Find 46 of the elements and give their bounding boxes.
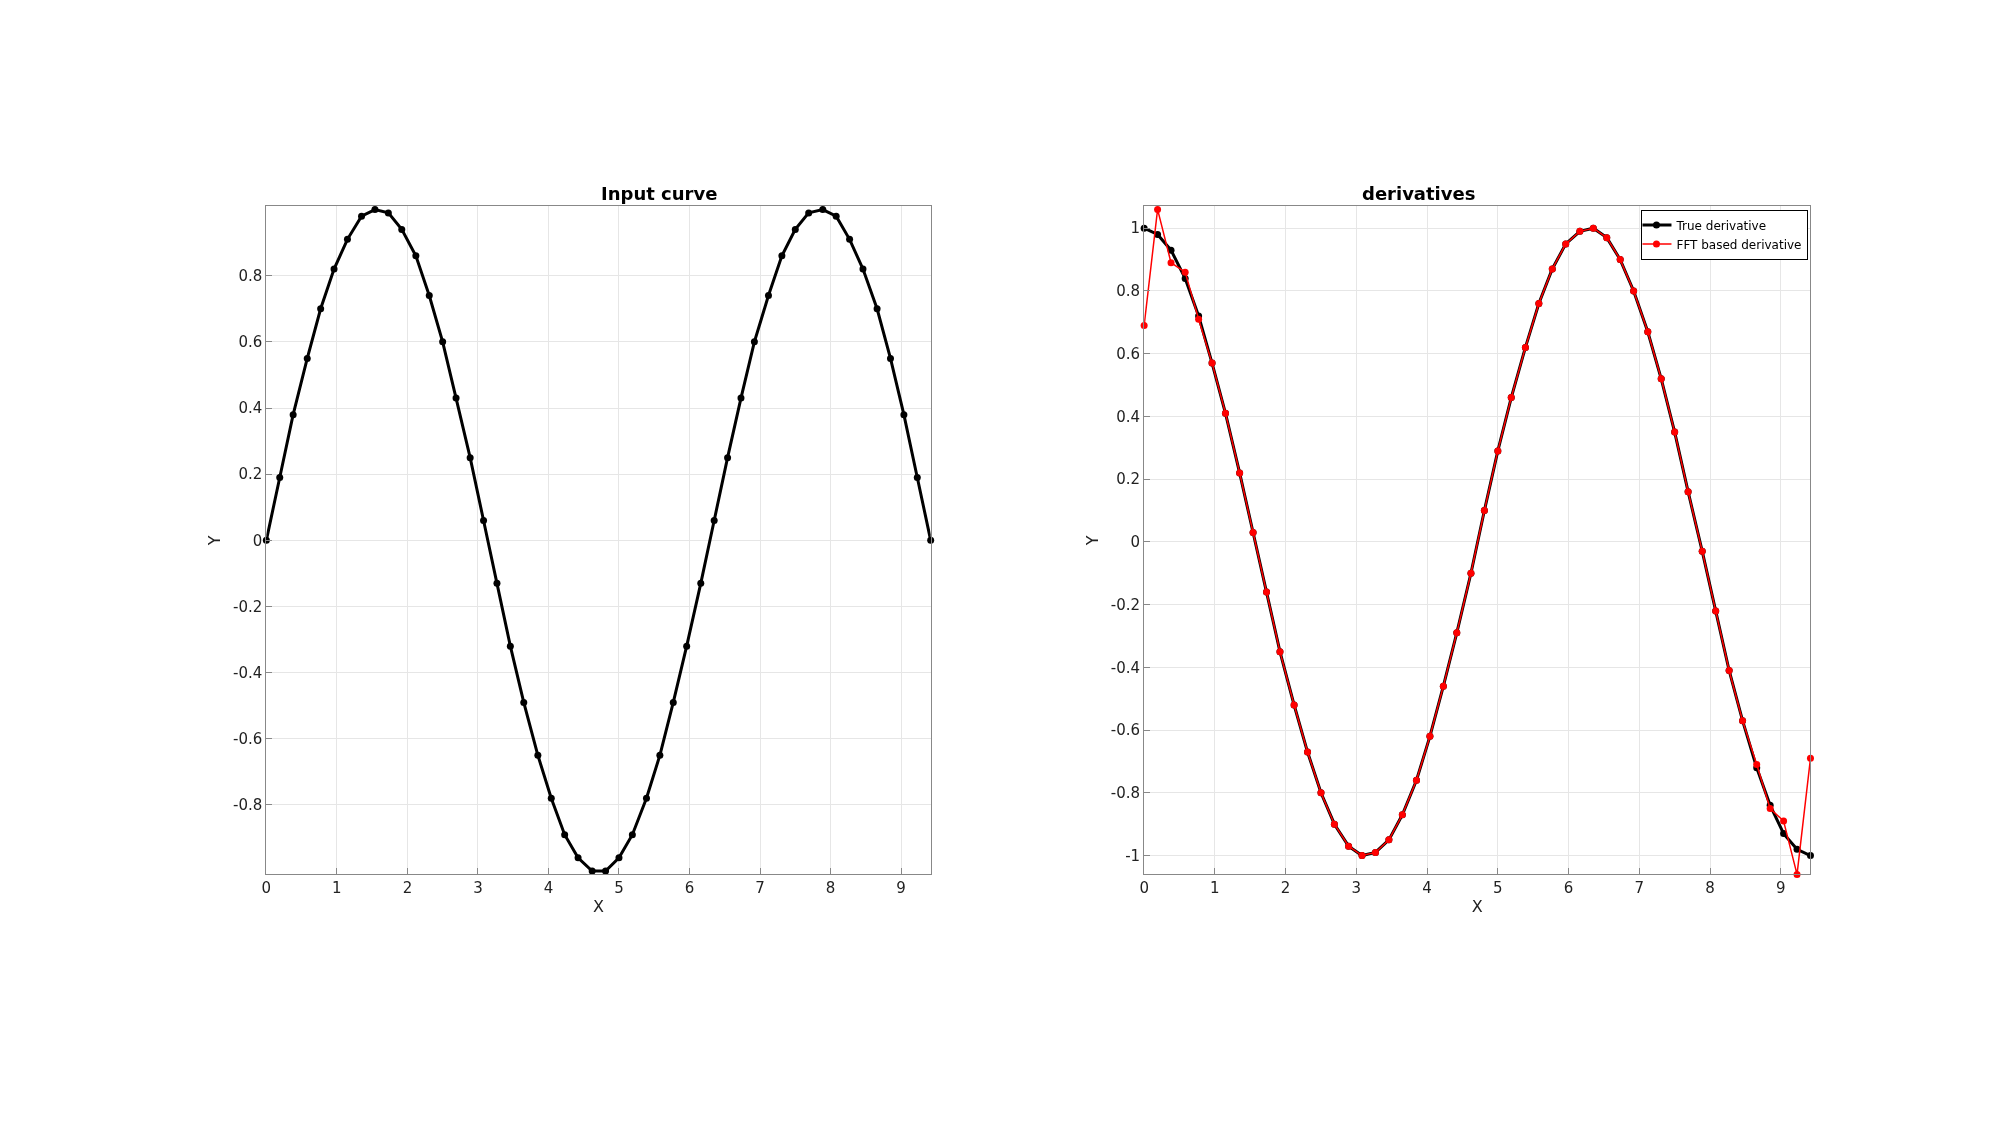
y-tick-label: -0.6 [233,730,263,749]
x-tick-label: 8 [825,879,836,898]
y-tick-label: 0.2 [1116,470,1141,489]
x-tick-label: 7 [1634,879,1645,898]
y-tick-label: -0.2 [233,597,263,616]
x-tick-label: 4 [1422,879,1432,898]
y-axis-title: Y [1082,535,1102,547]
x-axis-title: X [1471,897,1483,917]
y-tick-label: 0.8 [238,266,263,285]
y-tick-label: 0.6 [1116,344,1141,363]
legend-label: True derivative [1675,218,1767,233]
y-tick-label: 0 [1130,533,1141,552]
y-tick-label: 1 [1130,219,1141,238]
x-tick-label: 1 [332,879,342,898]
chart-title: derivatives [1362,183,1476,204]
x-tick-label: 8 [1705,879,1715,898]
x-tick-label: 2 [1280,879,1291,898]
y-tick-label: 0.4 [1116,407,1141,426]
x-tick-label: 2 [402,879,413,898]
x-tick-label: 9 [1775,879,1786,898]
legend-label: FFT based derivative [1676,237,1802,252]
x-tick-label: 6 [684,879,695,898]
x-tick-label: 3 [1351,879,1362,898]
x-tick-label: 5 [1493,879,1503,898]
y-tick-label: 0.2 [238,465,263,484]
x-tick-label: 6 [1563,879,1574,898]
y-axis-title: Y [204,535,224,547]
x-tick-label: 1 [1210,879,1220,898]
y-tick-label: -0.4 [233,663,263,682]
x-axis-title: X [593,897,605,917]
y-tick-label: -0.8 [1110,784,1141,803]
y-tick-label: -0.8 [233,796,263,815]
y-tick-label: 0 [252,531,263,550]
y-tick-label: -0.6 [1110,721,1141,740]
x-tick-label: 7 [755,879,765,898]
x-tick-label: 4 [543,879,554,898]
y-tick-label: 0.4 [238,399,263,418]
x-tick-label: 5 [614,879,624,898]
y-tick-label: 0.8 [1116,282,1141,301]
y-tick-label: -1 [1125,846,1141,865]
chart-title: Input curve [601,183,718,204]
y-tick-label: 0.6 [238,333,263,352]
x-tick-label: 3 [473,879,483,898]
x-tick-label: 9 [896,879,906,898]
y-tick-label: -0.2 [1110,595,1141,614]
y-tick-label: -0.4 [1110,658,1141,677]
